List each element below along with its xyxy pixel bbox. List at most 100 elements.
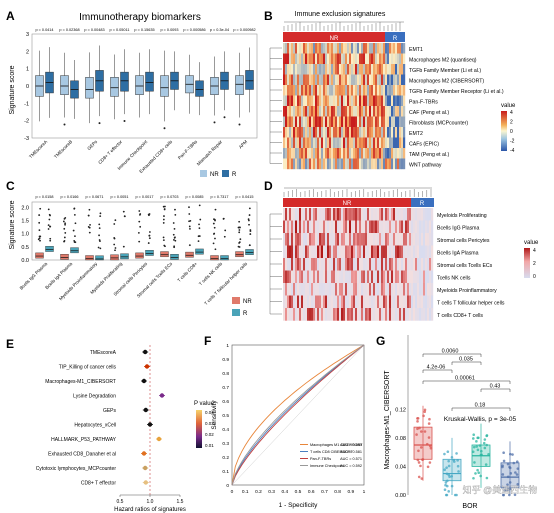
heatmap-cell: [303, 245, 306, 259]
heatmap-cell: [367, 106, 370, 117]
heatmap-cell: [307, 43, 310, 54]
panel-d-group-r: [411, 198, 434, 207]
heatmap-cell: [359, 116, 362, 128]
heatmap-cell: [399, 295, 402, 309]
heatmap-cell: [303, 258, 306, 271]
panel-g-point: [513, 493, 517, 497]
heatmap-cell: [315, 258, 318, 271]
heatmap-cell: [309, 308, 312, 321]
heatmap-cell: [289, 85, 292, 96]
heatmap-cell: [329, 137, 332, 149]
heatmap-cell: [345, 208, 348, 221]
heatmap-cell: [297, 245, 300, 259]
heatmap-cell: [335, 116, 338, 128]
heatmap-cell: [359, 95, 362, 107]
heatmap-cell: [309, 137, 312, 149]
heatmap-cell: [385, 308, 388, 321]
heatmap-cell: [301, 148, 304, 159]
panel-c-outlier: [238, 231, 241, 234]
heatmap-cell: [401, 95, 404, 107]
heatmap-cell: [381, 127, 384, 138]
panel-f-xtick: 0.3: [268, 489, 275, 495]
heatmap-cell: [339, 258, 342, 271]
panel-e-point: [144, 364, 150, 369]
heatmap-cell: [375, 233, 378, 246]
heatmap-cell: [365, 95, 368, 107]
heatmap-cell: [303, 95, 306, 107]
heatmap-cell: [377, 53, 380, 65]
heatmap-cell: [327, 308, 330, 321]
heatmap-cell: [371, 208, 374, 221]
heatmap-cell: [355, 116, 358, 128]
heatmap-cell: [393, 295, 396, 309]
panel-c-box: [235, 251, 244, 258]
heatmap-cell: [363, 106, 366, 117]
heatmap-cell: [313, 64, 316, 75]
heatmap-cell: [377, 233, 380, 246]
heatmap-cell: [399, 208, 402, 221]
heatmap-cell: [365, 85, 368, 96]
heatmap-cell: [315, 137, 318, 149]
panel-c-outlier: [172, 233, 175, 236]
heatmap-cell: [351, 64, 354, 75]
heatmap-cell: [357, 127, 360, 138]
heatmap-cell: [397, 53, 400, 65]
heatmap-cell: [321, 95, 324, 107]
panel-g-point: [416, 427, 419, 431]
heatmap-cell: [373, 53, 376, 65]
heatmap-cell: [381, 158, 384, 170]
panel-c-outlier: [213, 226, 216, 229]
heatmap-cell: [385, 245, 388, 259]
heatmap-cell: [415, 295, 418, 309]
heatmap-cell: [397, 208, 400, 221]
heatmap-cell: [323, 158, 326, 170]
heatmap-cell: [321, 283, 324, 296]
heatmap-cell: [373, 74, 376, 86]
panel-a-category: APM: [238, 139, 249, 150]
heatmap-cell: [337, 308, 340, 321]
heatmap-cell: [409, 308, 412, 321]
heatmap-cell: [429, 295, 432, 309]
heatmap-cell: [347, 158, 350, 170]
heatmap-cell: [361, 158, 364, 170]
panel-c-plot-frame: [31, 201, 258, 261]
heatmap-cell: [333, 127, 336, 138]
heatmap-cell: [345, 43, 348, 54]
heatmap-cell: [369, 283, 372, 296]
heatmap-cell: [287, 233, 290, 246]
heatmap-cell: [351, 95, 354, 107]
heatmap-cell: [367, 233, 370, 246]
heatmap-cell: [331, 106, 334, 117]
heatmap-cell: [331, 53, 334, 65]
heatmap-cell: [289, 208, 292, 221]
panel-d-row-label: Myeloids Proinflammatory: [437, 288, 497, 294]
panel-g-point: [479, 449, 483, 453]
heatmap-cell: [323, 283, 326, 296]
heatmap-cell: [377, 106, 380, 117]
heatmap-cell: [355, 220, 358, 234]
heatmap-cell: [401, 74, 404, 86]
heatmap-cell: [321, 106, 324, 117]
panel-a-pvalue: p = 0.000586: [183, 28, 205, 32]
heatmap-cell: [415, 220, 418, 234]
panel-g-point: [456, 459, 459, 462]
heatmap-cell: [395, 270, 398, 284]
heatmap-cell: [331, 43, 334, 54]
heatmap-cell: [343, 233, 346, 246]
heatmap-cell: [399, 106, 402, 117]
heatmap-cell: [331, 220, 334, 234]
heatmap-cell: [349, 106, 352, 117]
heatmap-cell: [331, 308, 334, 321]
panel-f-letter: F: [204, 334, 211, 348]
heatmap-cell: [377, 283, 380, 296]
panel-b-dendrogram: [283, 21, 404, 31]
heatmap-cell: [357, 258, 360, 271]
panel-c-outlier: [172, 238, 175, 241]
panel-c-pvalues: p = 0.0158 p = 0.0166 p = 0.0671 p = 0.0051…: [35, 195, 253, 199]
heatmap-cell: [335, 106, 338, 117]
heatmap-cell: [285, 233, 288, 246]
heatmap-cell: [347, 220, 350, 234]
panel-f-legend-auc: AUC = 0.581: [340, 450, 362, 454]
